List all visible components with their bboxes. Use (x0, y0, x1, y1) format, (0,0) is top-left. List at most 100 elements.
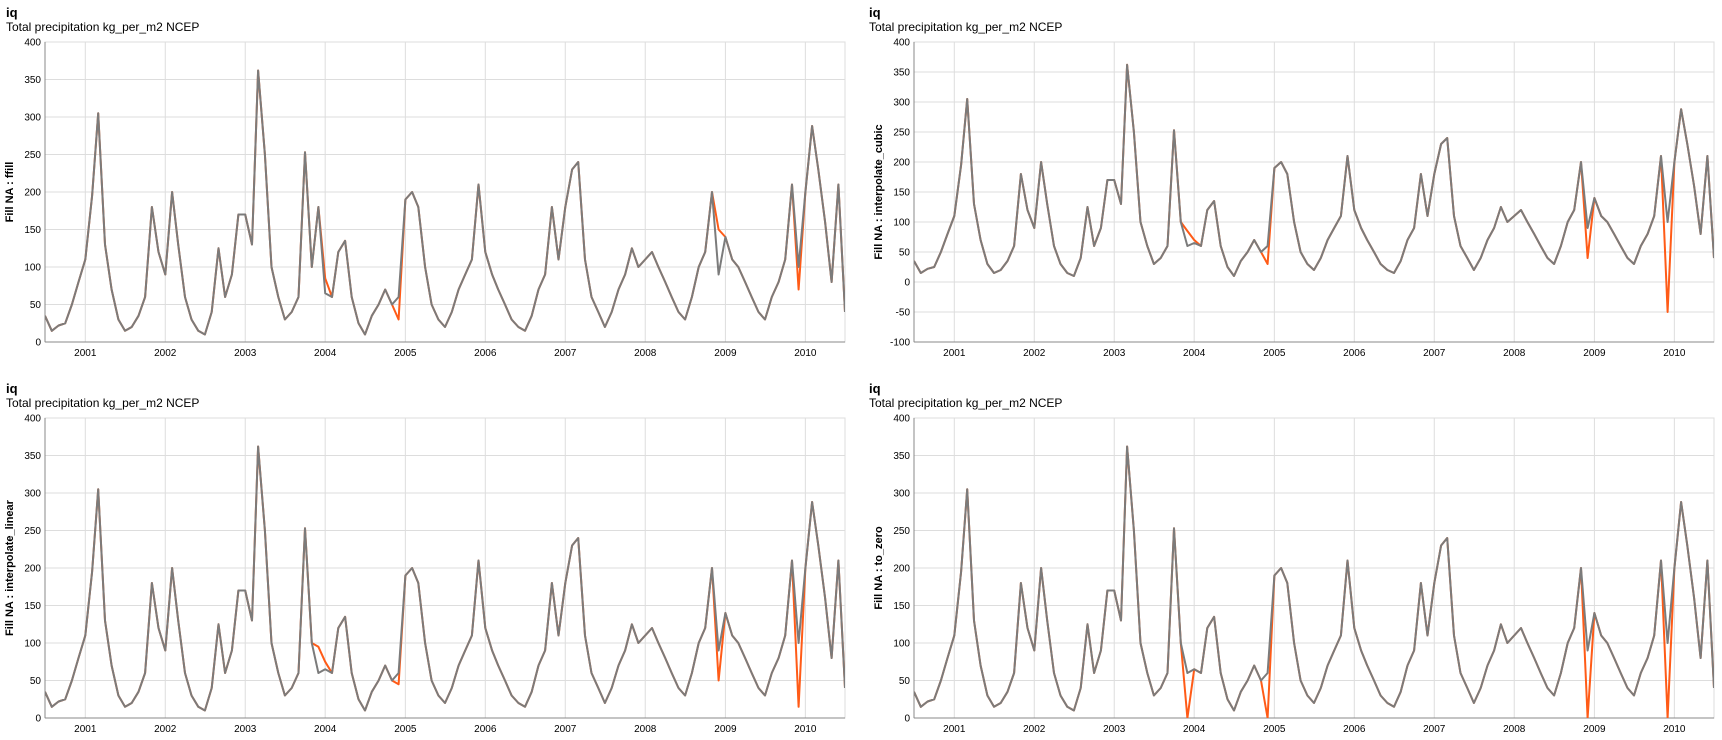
chart-subtitle: Total precipitation kg_per_m2 NCEP (869, 20, 1062, 34)
x-tick-label: 2009 (1583, 724, 1606, 735)
x-tick-label: 2001 (943, 724, 966, 735)
x-tick-label: 2007 (1423, 348, 1446, 359)
y-tick-label: -50 (896, 308, 911, 319)
x-tick-label: 2004 (1183, 348, 1206, 359)
grid (45, 41, 845, 343)
x-tick-label: 2010 (1663, 348, 1686, 359)
x-tick-label: 2008 (634, 724, 657, 735)
grid (914, 41, 1714, 343)
y-tick-label: 0 (904, 714, 910, 725)
x-tick-label: 2005 (1263, 348, 1286, 359)
x-tick-label: 2002 (154, 348, 177, 359)
x-tick-label: 2003 (1103, 724, 1126, 735)
y-tick-label: 300 (24, 113, 41, 124)
chart-title: iq (869, 5, 881, 20)
y-tick-label: 50 (899, 248, 911, 259)
y-tick-label: 350 (24, 451, 41, 462)
y-axis-label: Fill NA : interpolate_linear (4, 499, 16, 636)
x-tick-label: 2008 (1503, 724, 1526, 735)
y-tick-label: 200 (893, 158, 910, 169)
y-tick-label: 150 (893, 188, 910, 199)
series-line-original (914, 63, 1714, 277)
y-tick-label: 400 (24, 414, 41, 425)
series-line-original (45, 445, 845, 712)
x-tick-label: 2001 (943, 348, 966, 359)
y-tick-label: 400 (893, 38, 910, 49)
y-tick-label: 250 (24, 526, 41, 537)
x-tick-label: 2010 (1663, 724, 1686, 735)
y-axis-label: Fill NA : ffill (4, 162, 16, 223)
y-tick-label: 350 (893, 68, 910, 79)
y-tick-label: 200 (24, 188, 41, 199)
y-tick-label: 250 (893, 128, 910, 139)
grid (914, 417, 1714, 719)
x-tick-label: 2007 (554, 348, 577, 359)
x-tick-label: 2010 (794, 724, 817, 735)
y-tick-label: 100 (893, 639, 910, 650)
series-group (45, 445, 845, 712)
y-tick-label: 300 (24, 489, 41, 500)
y-tick-label: 200 (893, 564, 910, 575)
x-tick-label: 2009 (714, 348, 737, 359)
x-tick-label: 2002 (1023, 724, 1046, 735)
series-group (914, 445, 1714, 718)
x-tick-label: 2003 (1103, 348, 1126, 359)
y-tick-label: 300 (893, 489, 910, 500)
x-tick-label: 2002 (1023, 348, 1046, 359)
grid (45, 417, 845, 719)
chart-title: iq (869, 381, 881, 396)
y-axis-label: Fill NA : interpolate_cubic (873, 124, 885, 259)
x-tick-label: 2004 (1183, 724, 1206, 735)
y-tick-label: -100 (890, 338, 910, 349)
x-tick-label: 2005 (394, 348, 417, 359)
y-tick-label: 100 (24, 263, 41, 274)
y-tick-label: 150 (24, 601, 41, 612)
series-group (45, 69, 845, 336)
x-tick-label: 2009 (714, 724, 737, 735)
chart-subtitle: Total precipitation kg_per_m2 NCEP (6, 396, 199, 410)
y-tick-label: 150 (893, 601, 910, 612)
x-tick-label: 2009 (1583, 348, 1606, 359)
chart-subtitle: Total precipitation kg_per_m2 NCEP (869, 396, 1062, 410)
series-group (914, 63, 1714, 313)
x-tick-label: 2006 (1343, 348, 1366, 359)
y-tick-label: 150 (24, 225, 41, 236)
x-tick-label: 2007 (554, 724, 577, 735)
x-tick-label: 2005 (1263, 724, 1286, 735)
x-tick-label: 2004 (314, 724, 337, 735)
y-tick-label: 100 (24, 639, 41, 650)
series-line-original (45, 69, 845, 336)
x-tick-label: 2008 (1503, 348, 1526, 359)
y-tick-label: 250 (24, 150, 41, 161)
y-tick-label: 50 (899, 676, 911, 687)
y-tick-label: 350 (24, 75, 41, 86)
x-tick-label: 2008 (634, 348, 657, 359)
x-tick-label: 2003 (234, 348, 257, 359)
y-tick-label: 350 (893, 451, 910, 462)
x-tick-label: 2003 (234, 724, 257, 735)
y-tick-label: 400 (24, 38, 41, 49)
x-tick-label: 2007 (1423, 724, 1446, 735)
y-tick-label: 0 (904, 278, 910, 289)
x-tick-label: 2001 (74, 724, 97, 735)
y-tick-label: 400 (893, 414, 910, 425)
y-tick-label: 0 (35, 338, 41, 349)
y-tick-label: 0 (35, 714, 41, 725)
chart-subtitle: Total precipitation kg_per_m2 NCEP (6, 20, 199, 34)
x-tick-label: 2010 (794, 348, 817, 359)
x-tick-label: 2005 (394, 724, 417, 735)
y-tick-label: 200 (24, 564, 41, 575)
x-tick-label: 2004 (314, 348, 337, 359)
y-tick-label: 100 (893, 218, 910, 229)
y-tick-label: 250 (893, 526, 910, 537)
y-tick-label: 50 (30, 300, 42, 311)
chart-title: iq (6, 5, 18, 20)
x-tick-label: 2006 (474, 348, 497, 359)
y-tick-label: 300 (893, 98, 910, 109)
y-tick-label: 50 (30, 676, 42, 687)
